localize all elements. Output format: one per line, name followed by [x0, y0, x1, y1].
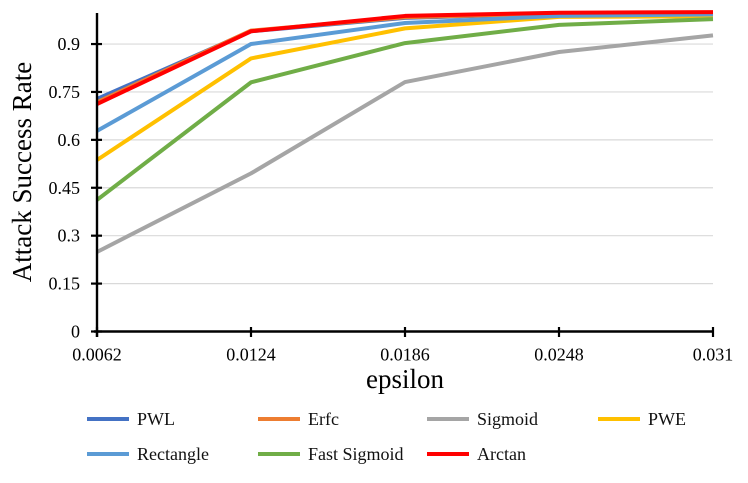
legend-label-pwe: PWE — [648, 409, 686, 429]
axes — [91, 13, 715, 337]
legend-marker-arctan — [427, 451, 469, 457]
legend-label-arctan: Arctan — [477, 444, 526, 464]
legend-item-pwl: PWL — [87, 408, 175, 430]
tick-labels: 0 0.15 0.3 0.45 0.6 0.75 0.9 0.0062 0.0124 0.0186… — [49, 34, 734, 364]
series-lines — [95, 10, 714, 254]
series-line-arctan — [96, 10, 714, 106]
series-line-pwl — [96, 10, 714, 101]
x-tick-label: 0.0248 — [534, 345, 584, 365]
series-line-erfc — [96, 10, 714, 104]
legend-marker-pwe — [598, 416, 640, 422]
legend-label-erfc: Erfc — [308, 409, 339, 429]
legend-item-erfc: Erfc — [258, 408, 339, 430]
legend-marker-fast-sigmoid — [258, 451, 300, 457]
y-tick-label: 0.75 — [49, 82, 81, 102]
y-tick-label: 0.6 — [58, 130, 81, 150]
y-tick-label: 0 — [71, 322, 80, 342]
legend-marker-rectangle — [87, 451, 129, 457]
legend-item-rectangle: Rectangle — [87, 443, 209, 465]
legend-item-pwe: PWE — [598, 408, 686, 430]
legend-marker-pwl — [87, 416, 129, 422]
legend-label-sigmoid: Sigmoid — [477, 409, 539, 429]
y-tick-label: 0.9 — [58, 34, 81, 54]
legend-item-sigmoid: Sigmoid — [427, 408, 538, 430]
x-tick-label: 0.0124 — [226, 345, 276, 365]
legend-label-rectangle: Rectangle — [137, 444, 209, 464]
y-tick-label: 0.45 — [49, 178, 81, 198]
legend-item-arctan: Arctan — [427, 443, 526, 465]
legend-item-fast-sigmoid: Fast Sigmoid — [258, 443, 404, 465]
legend-label-fast-sigmoid: Fast Sigmoid — [308, 444, 404, 464]
y-tick-label: 0.3 — [58, 226, 81, 246]
legend-marker-erfc — [258, 416, 300, 422]
series-line-rectangle — [96, 12, 714, 133]
legend-marker-sigmoid — [427, 416, 469, 422]
y-tick-label: 0.15 — [49, 274, 81, 294]
series-line-sigmoid — [96, 33, 714, 254]
line-chart-canvas: 0 0.15 0.3 0.45 0.6 0.75 0.9 0.0062 0.0124 0.0186… — [7, 10, 734, 394]
y-axis-title: Attack Success Rate — [7, 62, 37, 282]
series-line-fast-sigmoid — [95, 17, 714, 202]
x-axis-title: epsilon — [366, 364, 444, 394]
x-tick-label: 0.0186 — [380, 345, 430, 365]
series-line-pwe — [95, 14, 714, 162]
legend-label-pwl: PWL — [137, 409, 175, 429]
x-tick-label: 0.031 — [693, 345, 734, 365]
x-tick-label: 0.0062 — [72, 345, 122, 365]
